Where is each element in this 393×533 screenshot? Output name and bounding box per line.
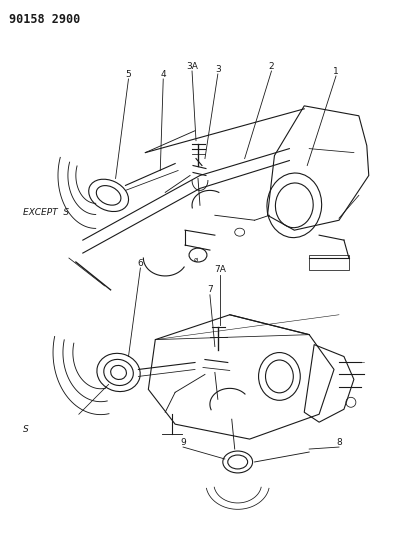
Text: EXCEPT  S: EXCEPT S [23, 208, 69, 217]
Text: 1: 1 [333, 67, 339, 76]
Text: 5: 5 [126, 69, 131, 78]
Text: 9: 9 [180, 438, 186, 447]
Text: 7: 7 [207, 285, 213, 294]
Text: 3: 3 [215, 64, 221, 74]
Text: 4: 4 [160, 69, 166, 78]
Text: 90158 2900: 90158 2900 [9, 13, 81, 26]
Text: ø: ø [194, 257, 198, 263]
Text: S: S [23, 425, 29, 434]
Text: 2: 2 [269, 61, 274, 70]
Text: 8: 8 [336, 438, 342, 447]
Text: 3A: 3A [186, 61, 198, 70]
Text: 7A: 7A [214, 265, 226, 274]
Text: 6: 6 [138, 259, 143, 268]
